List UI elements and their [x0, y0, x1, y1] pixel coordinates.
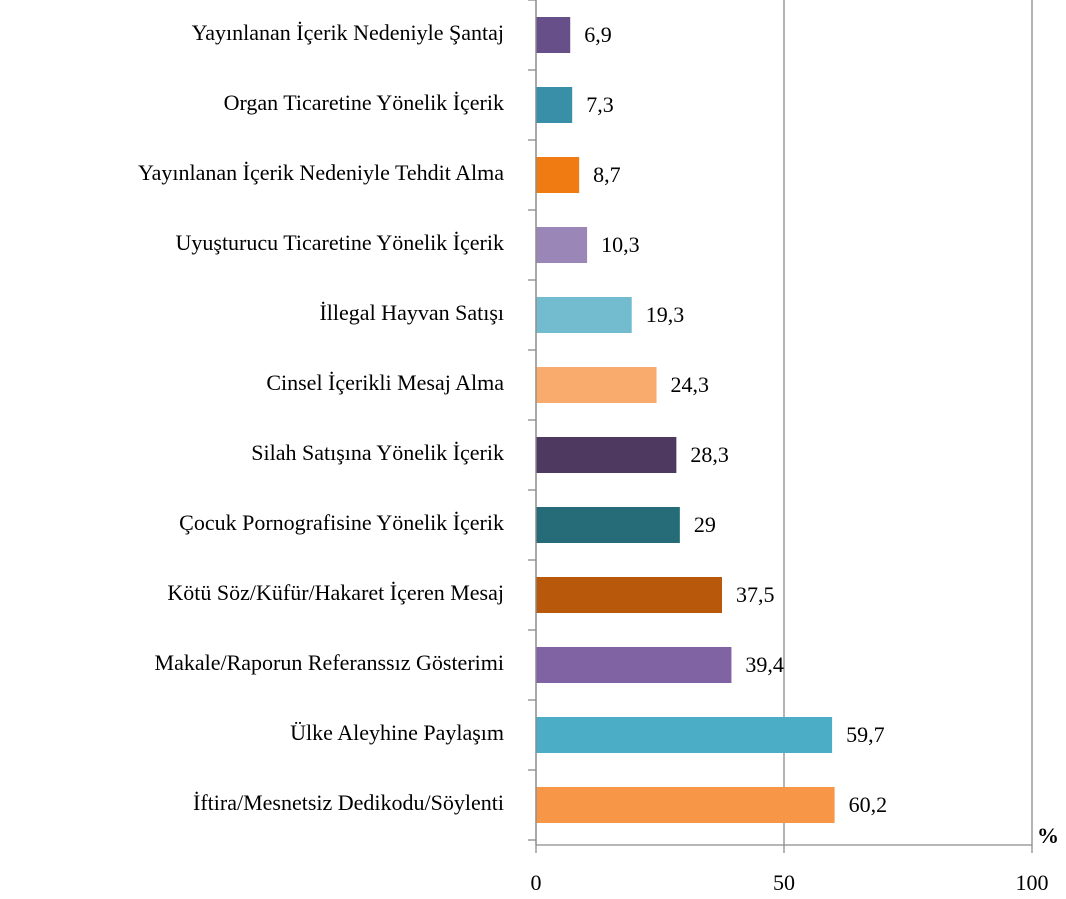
bar — [536, 507, 680, 543]
bar — [536, 437, 677, 473]
y-tick-label: Organ Ticaretine Yönelik İçerik — [224, 90, 504, 115]
bar — [536, 87, 573, 123]
x-tick-label: 50 — [773, 870, 795, 895]
bar — [536, 647, 732, 683]
y-tick-label: Kötü Söz/Küfür/Hakaret İçeren Mesaj — [167, 580, 504, 605]
value-label: 37,5 — [736, 582, 775, 607]
bar — [536, 577, 722, 613]
y-tick-label: Uyuşturucu Ticaretine Yönelik İçerik — [176, 230, 505, 255]
y-tick-label: Yayınlanan İçerik Nedeniyle Tehdit Alma — [138, 160, 504, 185]
y-tick-label: Ülke Aleyhine Paylaşım — [290, 720, 504, 745]
value-label: 60,2 — [849, 792, 888, 817]
y-tick-label: Makale/Raporun Referanssız Gösterimi — [155, 650, 504, 675]
bar — [536, 787, 835, 823]
value-label: 10,3 — [601, 232, 640, 257]
value-label: 7,3 — [586, 92, 614, 117]
value-label: 39,4 — [745, 652, 784, 677]
y-tick-label: Cinsel İçerikli Mesaj Alma — [266, 370, 504, 395]
value-label: 8,7 — [593, 162, 621, 187]
bar — [536, 157, 580, 193]
value-label: 59,7 — [846, 722, 885, 747]
value-label: 28,3 — [690, 442, 729, 467]
x-tick-label: 0 — [531, 870, 542, 895]
value-label: 29 — [694, 512, 716, 537]
y-tick-label: Çocuk Pornografisine Yönelik İçerik — [179, 510, 504, 535]
y-tick-label: İftira/Mesnetsiz Dedikodu/Söylenti — [193, 790, 504, 815]
value-label: 6,9 — [584, 22, 612, 47]
bar — [536, 297, 632, 333]
y-tick-label: İllegal Hayvan Satışı — [319, 300, 504, 325]
y-tick-label: Yayınlanan İçerik Nedeniyle Şantaj — [192, 20, 504, 45]
bar — [536, 227, 588, 263]
bar — [536, 17, 571, 53]
x-axis-label: % — [1037, 823, 1059, 848]
value-label: 24,3 — [671, 372, 710, 397]
bar — [536, 367, 657, 403]
bar — [536, 717, 833, 753]
x-tick-label: 100 — [1016, 870, 1049, 895]
y-tick-label: Silah Satışına Yönelik İçerik — [251, 440, 504, 465]
value-label: 19,3 — [646, 302, 685, 327]
